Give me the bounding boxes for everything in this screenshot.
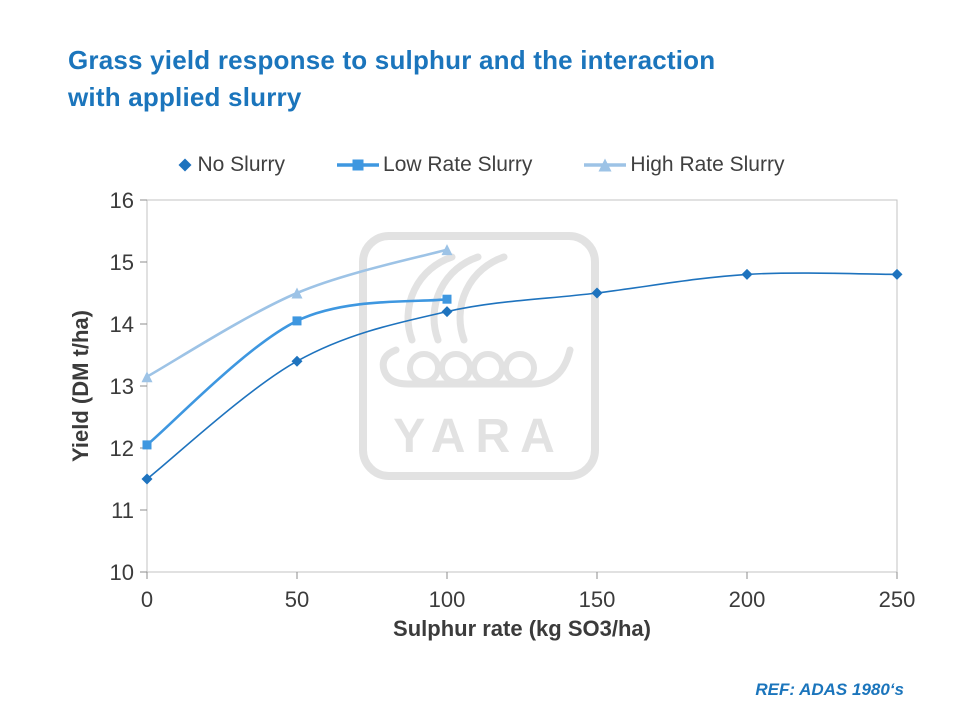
yara-logo-watermark: YARA xyxy=(359,232,599,480)
y-tick-label: 13 xyxy=(110,374,134,399)
x-tick-label: 250 xyxy=(879,587,916,612)
y-axis-title: Yield (DM t/ha) xyxy=(68,310,93,462)
diamond-marker-icon xyxy=(178,158,191,172)
y-tick-label: 12 xyxy=(110,436,134,461)
x-tick-label: 50 xyxy=(285,587,309,612)
series-0 xyxy=(141,268,903,485)
svg-text:YARA: YARA xyxy=(393,410,565,463)
legend-item-no-slurry: No Slurry xyxy=(176,153,286,177)
x-axis-title: Sulphur rate (kg SO3/ha) xyxy=(393,616,651,641)
x-tick-label: 200 xyxy=(729,587,766,612)
chart-title: Grass yield response to sulphur and the … xyxy=(68,42,715,116)
y-tick-label: 14 xyxy=(110,312,134,337)
y-tick-label: 10 xyxy=(110,560,134,585)
legend-label-no-slurry: No Slurry xyxy=(197,153,286,176)
legend-label-high-rate-slurry: High Rate Slurry xyxy=(630,153,785,176)
series-2 xyxy=(141,244,453,383)
legend-item-high-rate-slurry: High Rate Slurry xyxy=(584,153,784,177)
triangle-marker-icon xyxy=(584,158,627,172)
x-tick-label: 0 xyxy=(141,587,153,612)
square-marker-icon xyxy=(337,159,380,171)
chart-title-line2: with applied slurry xyxy=(68,82,302,112)
y-tick-label: 11 xyxy=(111,498,134,523)
y-tick-label: 16 xyxy=(110,188,134,213)
legend-item-low-rate-slurry: Low Rate Slurry xyxy=(337,153,532,177)
chart-title-line1: Grass yield response to sulphur and the … xyxy=(68,45,716,75)
series-1 xyxy=(142,294,452,450)
x-tick-label: 150 xyxy=(579,587,616,612)
y-tick-label: 15 xyxy=(110,250,134,275)
reference-note: REF: ADAS 1980‘s xyxy=(755,680,904,699)
chart-legend: No Slurry Low Rate Slurry High Rate Slur… xyxy=(0,153,960,177)
x-tick-label: 100 xyxy=(429,587,466,612)
legend-label-low-rate-slurry: Low Rate Slurry xyxy=(383,153,533,176)
